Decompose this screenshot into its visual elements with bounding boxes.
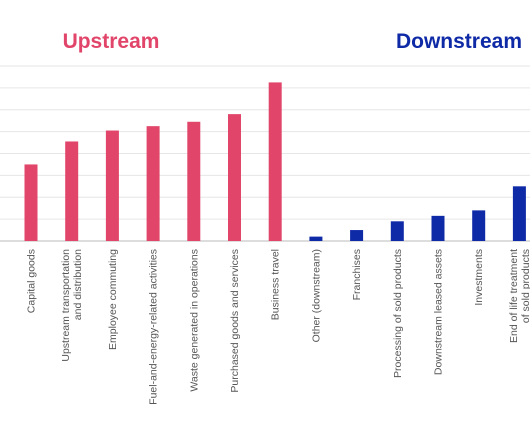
- x-tick-label-line: Waste generated in operations: [188, 249, 200, 392]
- bar-downstream-11: [472, 210, 486, 241]
- bar-downstream-12: [512, 186, 526, 241]
- x-tick-label-line: Franchises: [351, 249, 363, 300]
- x-tick-label-line: Fuel-and-energy-related activities: [148, 249, 160, 405]
- x-tick-label-line: Downstream leased assets: [433, 249, 445, 375]
- bar-downstream-8: [350, 230, 364, 241]
- bar-downstream-10: [431, 215, 445, 241]
- x-tick-label-line: Capital goods: [26, 249, 38, 313]
- x-tick-label-line: Employee commuting: [107, 249, 119, 350]
- x-tick-label: Waste generated in operations: [188, 249, 200, 392]
- x-tick-label-line: Business travel: [270, 249, 282, 320]
- x-tick-label: End of life treatmentof sold products: [508, 249, 530, 343]
- x-tick-label-line: Upstream transportation: [60, 249, 72, 362]
- upstream-group-label: Upstream: [63, 30, 160, 53]
- bar-upstream-0: [24, 164, 38, 241]
- x-tick-label: Capital goods: [26, 249, 38, 313]
- x-tick-label-line: Investments: [473, 249, 485, 306]
- x-tick-label-line: Purchased goods and services: [229, 249, 241, 393]
- x-tick-label: Upstream transportationand distribution: [60, 249, 84, 362]
- bar-upstream-1: [65, 141, 79, 241]
- grid-lines: [0, 65, 530, 220]
- x-tick-label-line: End of life treatment: [508, 249, 520, 343]
- bar-upstream-3: [146, 126, 160, 241]
- x-tick-label: Other (downstream): [310, 249, 322, 342]
- x-tick-label: Investments: [473, 249, 485, 306]
- x-tick-label-line: and distribution: [72, 249, 84, 320]
- bar-upstream-6: [268, 82, 282, 241]
- x-tick-label: Downstream leased assets: [433, 249, 445, 375]
- downstream-group-label: Downstream: [396, 30, 522, 53]
- x-tick-label: Employee commuting: [107, 249, 119, 350]
- x-tick-label: Processing of sold products: [392, 249, 404, 378]
- x-tick-label-line: Processing of sold products: [392, 249, 404, 378]
- x-tick-label: Purchased goods and services: [229, 249, 241, 393]
- x-tick-label-line: of sold products: [520, 249, 530, 323]
- x-tick-label-line: Other (downstream): [310, 249, 322, 342]
- x-tick-label: Fuel-and-energy-related activities: [148, 249, 160, 405]
- bar-downstream-9: [390, 221, 404, 241]
- x-tick-label: Franchises: [351, 249, 363, 300]
- x-tick-label: Business travel: [270, 249, 282, 320]
- bar-downstream-7: [309, 236, 323, 241]
- bar-upstream-5: [228, 114, 241, 241]
- bars: [24, 82, 526, 241]
- x-tick-labels: Capital goods Upstream transportationand …: [26, 249, 530, 405]
- bar-upstream-4: [187, 121, 201, 241]
- bar-upstream-2: [105, 130, 119, 241]
